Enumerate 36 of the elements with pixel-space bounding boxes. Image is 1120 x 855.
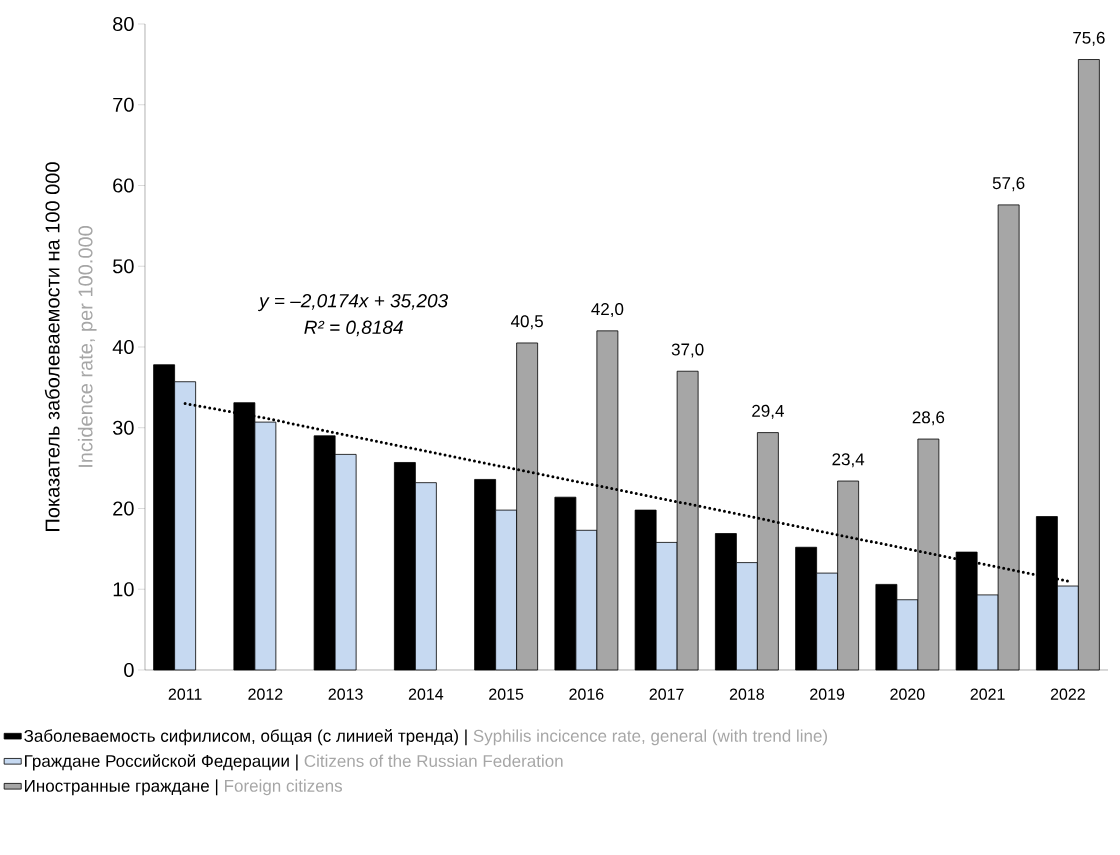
data-label: 29,4 [752, 404, 784, 419]
x-tick-label: 2014 [408, 688, 444, 700]
legend-label: Иностранные граждане | Foreign citizens [25, 779, 343, 796]
x-tick-label: 2012 [248, 688, 283, 700]
data-label: 23,4 [832, 453, 865, 468]
y-tick-label: 60 [113, 178, 134, 193]
y-tick-label: 10 [113, 582, 134, 597]
y-tick-label: 70 [113, 97, 134, 112]
data-label: 37,0 [671, 343, 704, 358]
data-label: 42,0 [591, 303, 624, 318]
y-tick-label: 20 [113, 501, 134, 516]
x-tick-label: 2018 [729, 688, 764, 700]
data-label: 75,6 [1073, 31, 1105, 46]
x-tick-label: 2021 [970, 688, 1005, 700]
annotation: y = –2,0174x + 35,203 [258, 293, 448, 312]
y-tick-label: 80 [113, 16, 134, 32]
legend-label: Граждане Российской Федерации | Citizens of the Russian Federation [25, 754, 563, 771]
x-tick-label: 2020 [890, 688, 925, 700]
x-tick-label: 2017 [649, 688, 684, 700]
data-label: 40,5 [510, 315, 543, 330]
x-tick-label: 2015 [489, 688, 524, 700]
x-tick-label: 2011 [168, 688, 202, 700]
x-tick-label: 2022 [1050, 688, 1085, 700]
legend-label: Заболеваемость сифилисом, общая (с линией тренда) | Syphilis incicence rate, general (with trend line) [24, 729, 828, 746]
x-tick-label: 2013 [328, 688, 363, 700]
annotation: R² = 0,8184 [304, 320, 403, 337]
x-tick-label: 2016 [569, 688, 604, 700]
data-label: 28,6 [912, 411, 945, 426]
y-tick-label: 30 [112, 420, 134, 435]
y-axis-title: Показатель заболеваемости на 100 000 [44, 162, 60, 531]
text: Incidence rate, per 100.000 [77, 226, 97, 467]
y-tick-label: 50 [113, 259, 134, 274]
y-tick-label: 0 [124, 662, 134, 678]
y-tick-label: 40 [112, 339, 134, 355]
data-label: 57,6 [992, 177, 1025, 192]
x-tick-label: 2019 [810, 688, 845, 700]
